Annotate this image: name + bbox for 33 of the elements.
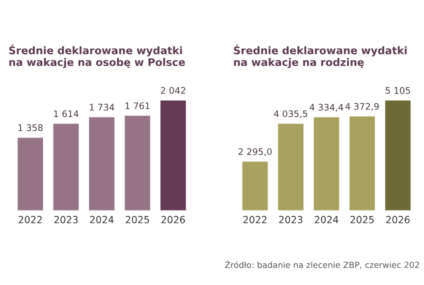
x-tick-label: 2024 bbox=[314, 216, 338, 224]
x-tick-label: 2026 bbox=[386, 216, 410, 224]
text: Źródło: badanie na zlecenie ZBP, czerwiec 202 bbox=[225, 260, 419, 269]
data-label: 1 614 bbox=[54, 110, 78, 118]
bar bbox=[384, 99, 412, 211]
x-tick-label: 2025 bbox=[126, 216, 149, 224]
data-label: 1 734 bbox=[90, 104, 114, 111]
data-label: 4 035,5 bbox=[274, 110, 308, 118]
bar bbox=[348, 115, 376, 211]
x-tick-label: 2026 bbox=[162, 216, 185, 224]
x-tick-label: 2023 bbox=[54, 216, 78, 224]
bar bbox=[312, 116, 341, 211]
data-label: 2 042 bbox=[160, 87, 186, 94]
x-tick-label: 2023 bbox=[279, 216, 302, 224]
data-label: 4 372,9 bbox=[345, 102, 379, 111]
data-label: 2 295,0 bbox=[238, 148, 272, 156]
bar bbox=[88, 116, 116, 211]
data-label: 1 761 bbox=[126, 102, 150, 110]
x-tick-label: 2022 bbox=[243, 216, 266, 224]
bar bbox=[16, 136, 44, 211]
x-tick-label: 2024 bbox=[90, 216, 114, 224]
data-label: 4 334,4 bbox=[310, 104, 344, 112]
bar bbox=[52, 122, 80, 211]
chart-title: Średnie deklarowane wydatki na wakacje na rodzinę bbox=[234, 44, 407, 68]
chart-title: Średnie deklarowane wydatki na wakacje na osobę w Polsce bbox=[9, 44, 185, 68]
data-label: 1 358 bbox=[18, 124, 43, 132]
bar bbox=[123, 114, 152, 211]
x-tick-label: 2022 bbox=[18, 216, 42, 224]
bar bbox=[240, 160, 270, 211]
bar bbox=[276, 122, 305, 211]
bar bbox=[159, 99, 188, 211]
data-label: 5 105 bbox=[386, 87, 410, 94]
x-tick-label: 2025 bbox=[350, 216, 374, 224]
